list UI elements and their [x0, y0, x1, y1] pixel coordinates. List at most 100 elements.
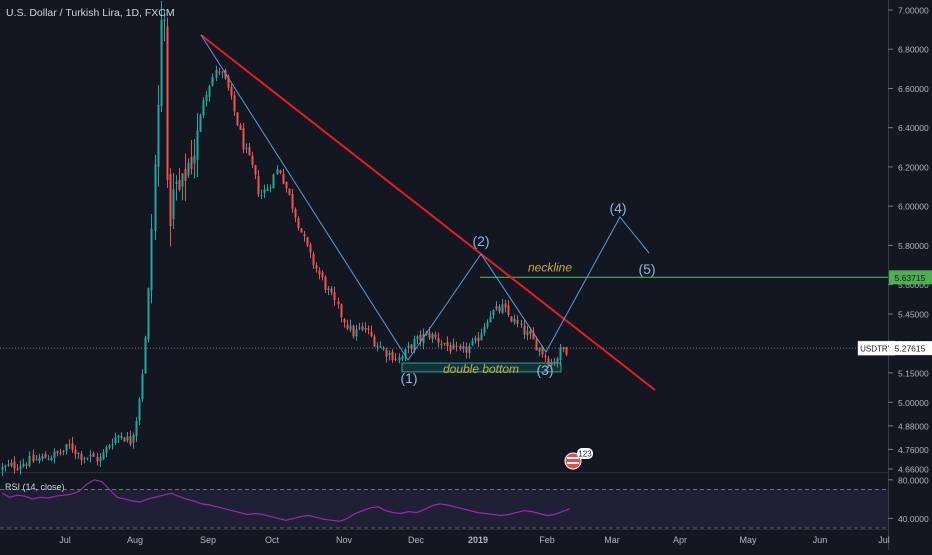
candle — [68, 439, 71, 449]
candle-body — [215, 69, 218, 78]
candle-body — [379, 346, 382, 348]
candle-body — [483, 326, 486, 334]
candle-body — [401, 356, 404, 360]
events-flag[interactable]: 123 — [564, 448, 593, 470]
time-tick-label: Jun — [813, 535, 828, 545]
candle — [92, 451, 95, 457]
time-tick-label: Dec — [408, 535, 425, 545]
candle — [120, 432, 123, 441]
candle — [59, 448, 62, 456]
wave-label-3: (3) — [536, 362, 553, 378]
candle — [1, 462, 4, 476]
candle — [105, 445, 108, 457]
candle-body — [321, 272, 324, 278]
candle-body — [105, 447, 108, 453]
candle-body — [471, 341, 474, 346]
candle — [480, 328, 483, 341]
candle-body — [474, 338, 477, 341]
candle — [205, 91, 208, 107]
time-tick-label: Mar — [604, 535, 620, 545]
candle-body — [288, 188, 291, 195]
candle — [157, 85, 160, 187]
candle-body — [199, 114, 202, 132]
time-tick-label: Jul — [878, 535, 890, 545]
candle-body — [486, 322, 489, 327]
candle-body — [178, 180, 181, 190]
candle — [13, 456, 16, 474]
candle — [99, 453, 102, 467]
candle-body — [80, 453, 83, 461]
candle-body — [297, 218, 300, 229]
candle-body — [218, 71, 221, 73]
candle-body — [99, 457, 102, 462]
candle-body — [507, 305, 510, 315]
candle — [53, 448, 56, 464]
candle-body — [172, 189, 175, 220]
candle — [211, 73, 214, 87]
candle — [263, 184, 266, 199]
candle — [172, 172, 175, 229]
rsi-tick-label: 80.0000 — [898, 475, 929, 485]
candle — [175, 175, 178, 201]
candle-body — [224, 70, 227, 79]
candle-body — [446, 341, 449, 346]
candle — [233, 91, 236, 116]
candle-body — [413, 339, 416, 351]
candle-body — [44, 454, 47, 459]
price-tick-label: 5.15000 — [898, 368, 929, 378]
candle-body — [96, 456, 99, 462]
flag-stripe-icon — [567, 457, 579, 459]
candle-body — [398, 357, 401, 361]
candle — [50, 455, 53, 462]
candle — [312, 251, 315, 269]
candle-body — [455, 345, 458, 347]
candle — [135, 417, 138, 443]
candle-body — [193, 155, 196, 164]
candle — [468, 343, 471, 359]
candle — [416, 334, 419, 345]
rsi-pane — [0, 479, 888, 529]
candle — [86, 457, 89, 461]
candle — [41, 453, 44, 462]
candle-body — [303, 234, 306, 236]
candle — [7, 459, 10, 467]
candle — [379, 341, 382, 348]
candle — [361, 322, 364, 332]
candle-body — [117, 435, 120, 438]
wave-label-1: (1) — [400, 370, 417, 386]
candle — [346, 319, 349, 331]
flag-badge-bg — [577, 448, 593, 459]
flag-stripe-icon — [567, 462, 579, 464]
candle — [443, 342, 446, 346]
candle-body — [504, 303, 507, 308]
candle — [80, 451, 83, 466]
candle-body — [190, 156, 193, 169]
candle-body — [35, 459, 38, 461]
price-tick-label: 5.45000 — [898, 310, 929, 320]
candle — [544, 353, 547, 362]
candle-body — [343, 319, 346, 323]
candle — [437, 332, 440, 348]
candle — [257, 170, 260, 197]
candle-body — [346, 324, 349, 329]
candle-body — [135, 420, 138, 437]
time-tick-label: Apr — [673, 535, 687, 545]
candle — [394, 353, 397, 361]
candle-body — [279, 170, 282, 173]
price-tick-label: 4.66000 — [898, 465, 929, 475]
rsi-line — [1, 479, 571, 522]
candle — [538, 347, 541, 357]
candle — [556, 356, 559, 368]
candle-body — [382, 348, 385, 350]
candle-body — [459, 345, 462, 349]
candle — [163, 11, 166, 42]
candle — [28, 451, 31, 468]
candle — [343, 318, 346, 328]
time-tick-label: Aug — [127, 535, 143, 545]
candle-body — [526, 331, 529, 336]
candle — [239, 123, 242, 130]
candle-body — [361, 326, 364, 330]
candle — [513, 314, 516, 325]
